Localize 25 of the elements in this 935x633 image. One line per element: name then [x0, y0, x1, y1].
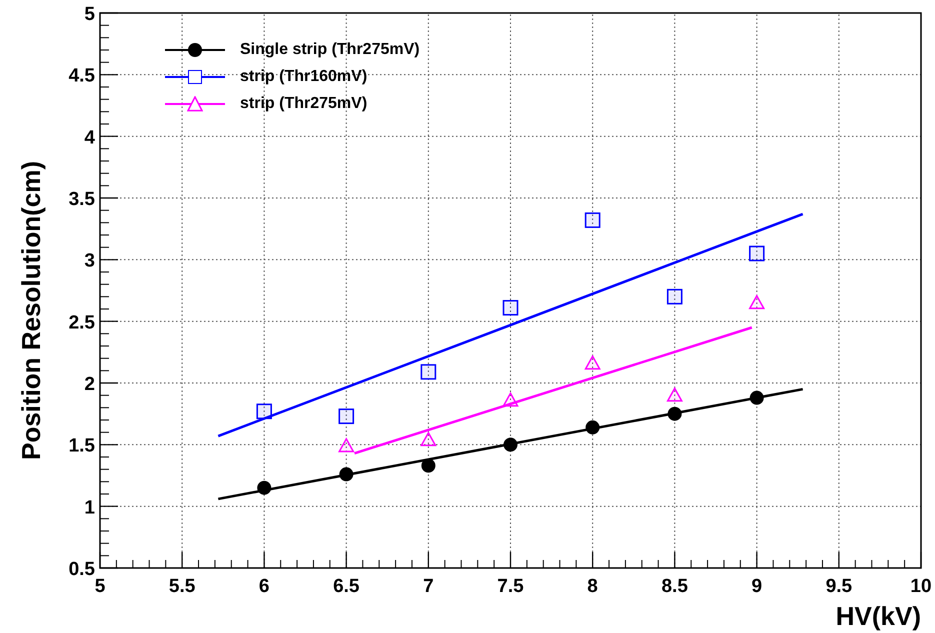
y-tick-label: 3.5 [68, 189, 96, 210]
legend-label: strip (Thr275mV) [240, 94, 368, 112]
x-tick-label: 6.5 [333, 576, 360, 597]
y-tick-label: 3 [84, 250, 95, 272]
legend-label: strip (Thr160mV) [240, 68, 368, 86]
y-tick-label: 4.5 [68, 66, 96, 87]
x-tick-label: 5.5 [168, 576, 196, 597]
y-tick-label: 2 [84, 374, 95, 395]
x-tick-label: 9.5 [826, 576, 853, 597]
x-tick-label: 6 [258, 576, 270, 597]
y-tick-label: 1.5 [68, 436, 96, 457]
y-tick-label: 2.5 [68, 312, 96, 334]
x-tick-label: 7 [423, 576, 434, 597]
y-tick-label: 4 [84, 127, 96, 148]
y-tick-label: 1 [84, 497, 96, 518]
y-tick-label: 0.5 [68, 559, 96, 580]
x-axis-title: HV(kV) [836, 601, 921, 631]
legend-label: Single strip (Thr275mV) [240, 40, 420, 58]
x-tick-label: 9 [752, 576, 762, 597]
y-axis-title: Position Resolution(cm) [16, 161, 46, 460]
x-tick-label: 7.5 [497, 576, 524, 597]
y-tick-label: 5 [84, 4, 96, 25]
x-tick-label: 10 [910, 576, 932, 597]
x-tick-label: 8.5 [661, 576, 688, 597]
x-tick-label: 8 [587, 576, 598, 597]
